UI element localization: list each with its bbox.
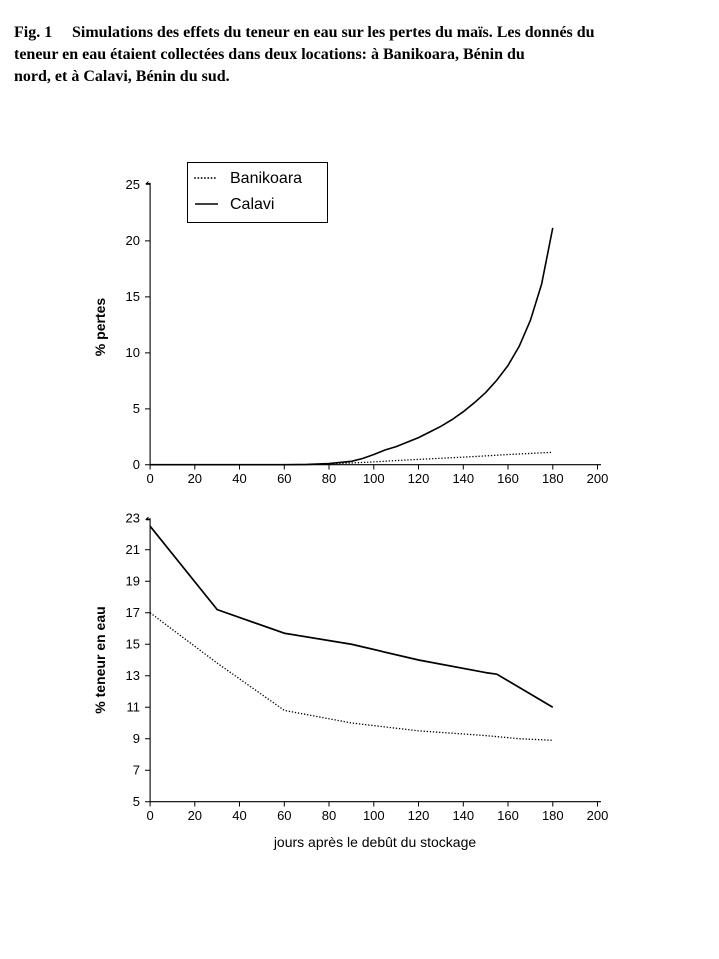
svg-text:100: 100 <box>363 808 385 823</box>
svg-text:17: 17 <box>126 605 140 620</box>
svg-text:20: 20 <box>188 471 202 486</box>
svg-text:80: 80 <box>322 808 336 823</box>
svg-text:11: 11 <box>127 700 141 715</box>
svg-text:200: 200 <box>587 471 609 486</box>
svg-text:0: 0 <box>133 457 140 472</box>
svg-text:15: 15 <box>126 289 140 304</box>
svg-text:0: 0 <box>146 808 153 823</box>
svg-text:80: 80 <box>322 471 336 486</box>
svg-text:15: 15 <box>126 637 140 652</box>
svg-text:120: 120 <box>408 808 430 823</box>
svg-text:160: 160 <box>497 808 519 823</box>
svg-text:7: 7 <box>133 763 140 778</box>
svg-text:200: 200 <box>587 808 609 823</box>
svg-text:60: 60 <box>277 808 291 823</box>
svg-text:21: 21 <box>126 542 140 557</box>
svg-text:180: 180 <box>542 808 564 823</box>
svg-text:20: 20 <box>188 808 202 823</box>
svg-text:140: 140 <box>452 471 474 486</box>
svg-text:19: 19 <box>126 574 140 589</box>
svg-text:140: 140 <box>452 808 474 823</box>
svg-text:Calavi: Calavi <box>230 196 274 213</box>
svg-text:0: 0 <box>146 471 153 486</box>
svg-text:40: 40 <box>232 471 246 486</box>
svg-text:100: 100 <box>363 471 385 486</box>
svg-text:23: 23 <box>126 511 140 526</box>
svg-text:10: 10 <box>126 345 140 360</box>
svg-text:20: 20 <box>126 233 140 248</box>
svg-text:% teneur en eau: % teneur en eau <box>92 606 108 713</box>
svg-text:13: 13 <box>126 668 140 683</box>
svg-text:25: 25 <box>126 177 140 192</box>
svg-text:120: 120 <box>408 471 430 486</box>
svg-text:5: 5 <box>133 401 140 416</box>
svg-text:9: 9 <box>133 731 140 746</box>
svg-text:40: 40 <box>232 808 246 823</box>
svg-text:% pertes: % pertes <box>92 298 108 357</box>
svg-text:Banikoara: Banikoara <box>230 170 302 187</box>
svg-text:60: 60 <box>277 471 291 486</box>
svg-text:jours après le debût du stocka: jours après le debût du stockage <box>273 834 477 850</box>
svg-text:180: 180 <box>542 471 564 486</box>
svg-text:160: 160 <box>497 471 519 486</box>
svg-text:5: 5 <box>133 794 140 809</box>
